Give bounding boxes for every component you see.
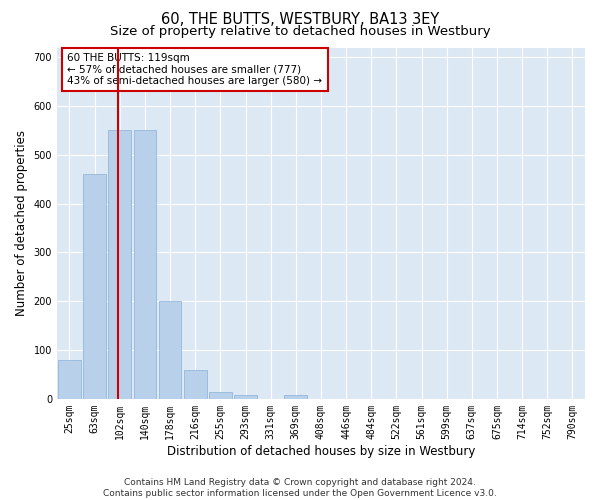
Text: Contains HM Land Registry data © Crown copyright and database right 2024.
Contai: Contains HM Land Registry data © Crown c…: [103, 478, 497, 498]
Bar: [184, 370, 206, 399]
Bar: [159, 301, 181, 399]
Bar: [209, 392, 232, 399]
Bar: [234, 395, 257, 399]
Bar: [83, 174, 106, 399]
Text: 60, THE BUTTS, WESTBURY, BA13 3EY: 60, THE BUTTS, WESTBURY, BA13 3EY: [161, 12, 439, 28]
Text: 60 THE BUTTS: 119sqm
← 57% of detached houses are smaller (777)
43% of semi-deta: 60 THE BUTTS: 119sqm ← 57% of detached h…: [67, 53, 322, 86]
Bar: [284, 395, 307, 399]
X-axis label: Distribution of detached houses by size in Westbury: Distribution of detached houses by size …: [167, 444, 475, 458]
Bar: [134, 130, 156, 399]
Bar: [109, 130, 131, 399]
Y-axis label: Number of detached properties: Number of detached properties: [15, 130, 28, 316]
Bar: [58, 360, 81, 399]
Text: Size of property relative to detached houses in Westbury: Size of property relative to detached ho…: [110, 25, 490, 38]
